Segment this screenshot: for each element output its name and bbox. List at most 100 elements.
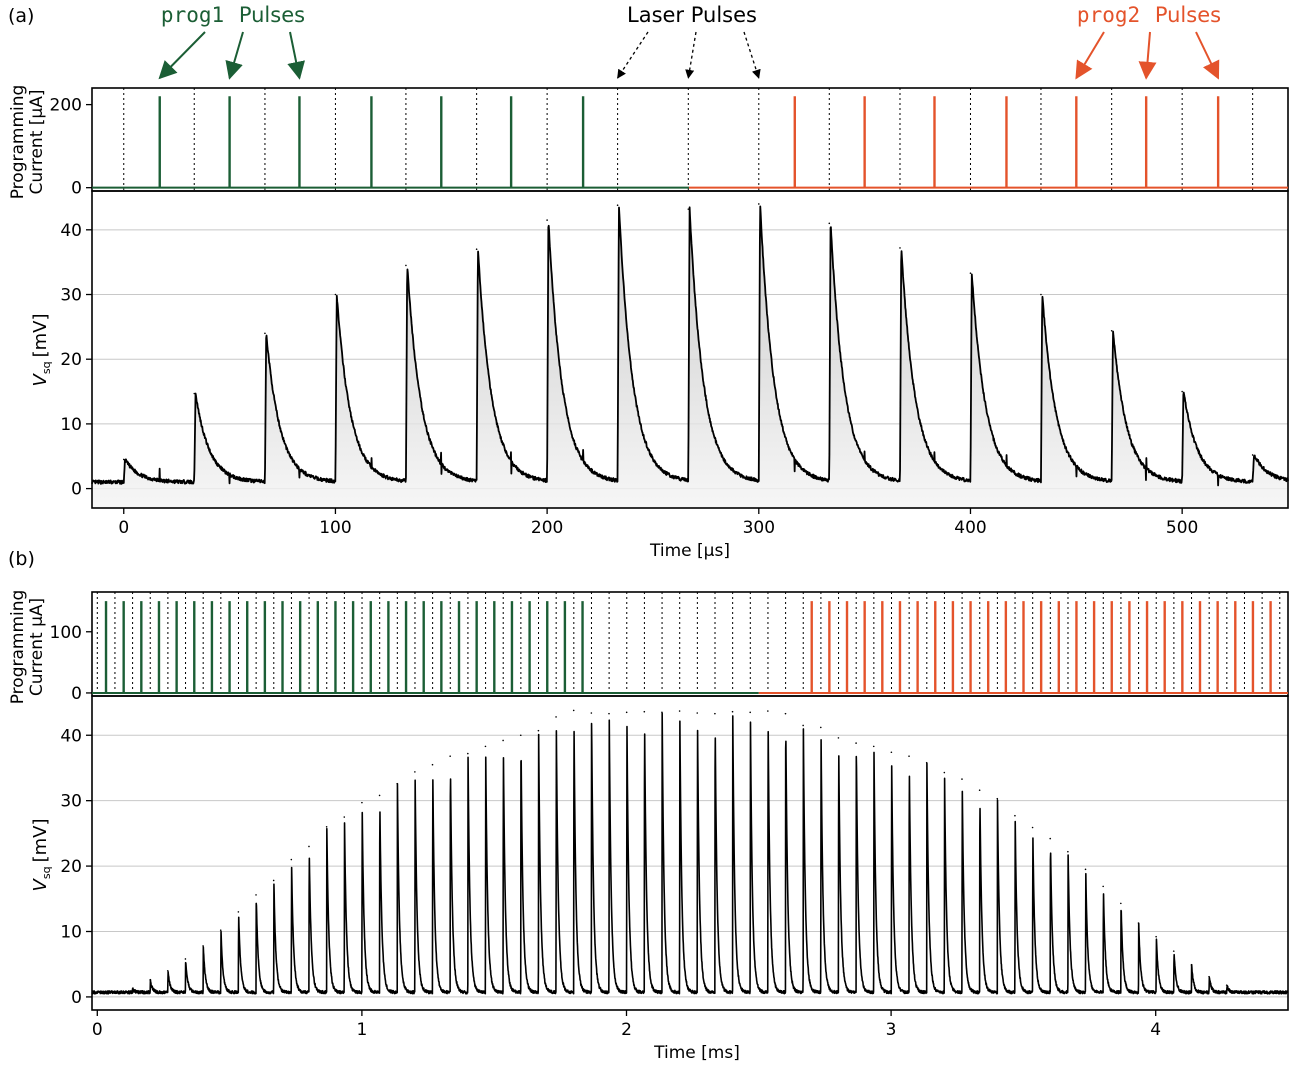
prog1-arrow bbox=[290, 32, 299, 78]
voltage-peak bbox=[617, 204, 619, 206]
prog1-pulses-label: prog1 Pulses bbox=[161, 3, 305, 27]
voltage-peak bbox=[1226, 984, 1228, 986]
voltage-ytick-label: 40 bbox=[60, 221, 82, 241]
voltage-peak bbox=[661, 712, 663, 714]
voltage-peak bbox=[1111, 330, 1113, 332]
voltage-peak bbox=[828, 223, 830, 225]
xtick-label: 1 bbox=[356, 1020, 367, 1040]
panel-b-xlabel: Time [ms] bbox=[653, 1043, 740, 1063]
voltage-peak bbox=[273, 880, 275, 882]
panel-b-current-ylabel-2: Current µA] bbox=[27, 598, 47, 696]
voltage-peak bbox=[908, 755, 910, 757]
voltage-peak bbox=[1032, 827, 1034, 829]
voltage-peak bbox=[167, 970, 169, 972]
voltage-peak bbox=[396, 783, 398, 785]
voltage-peak bbox=[264, 333, 266, 335]
panel-a-current-ylabel-2: Current [µA] bbox=[27, 90, 47, 195]
voltage-peak bbox=[891, 751, 893, 753]
laser-arrow bbox=[618, 32, 648, 78]
xtick-label: 500 bbox=[1166, 518, 1198, 538]
prog1-arrow bbox=[160, 32, 205, 78]
current-ytick-label: 200 bbox=[50, 96, 82, 116]
prog1-code: prog1 bbox=[161, 3, 224, 27]
voltage-peak bbox=[1252, 454, 1254, 456]
prog1-arrow bbox=[230, 32, 243, 78]
voltage-ytick-label: 20 bbox=[60, 857, 82, 877]
voltage-peak bbox=[1155, 936, 1157, 938]
voltage-peak bbox=[873, 746, 875, 748]
voltage-peak bbox=[626, 712, 628, 714]
panel-a: (a) prog1 Pulses Laser Pulses prog2 Puls… bbox=[8, 3, 1288, 561]
voltage-peak bbox=[926, 762, 928, 764]
xtick-label: 300 bbox=[743, 518, 775, 538]
voltage-peak bbox=[1191, 964, 1193, 966]
voltage-peak bbox=[149, 979, 151, 981]
panel-a-current-frame bbox=[92, 88, 1288, 191]
voltage-peak bbox=[899, 247, 901, 249]
xtick-label: 2 bbox=[621, 1020, 632, 1040]
voltage-peak bbox=[820, 727, 822, 729]
panel-a-xlabel: Time [µs] bbox=[649, 541, 730, 561]
xtick-label: 0 bbox=[92, 1020, 103, 1040]
voltage-peak bbox=[185, 958, 187, 960]
voltage-peak bbox=[502, 740, 504, 742]
panel-b-current-ylabel-1: Programming bbox=[8, 590, 28, 705]
voltage-peak bbox=[1138, 922, 1140, 924]
voltage-peak bbox=[1208, 976, 1210, 978]
voltage-ytick-label: 10 bbox=[60, 923, 82, 943]
voltage-peak bbox=[414, 771, 416, 773]
panel-b-voltage-ylabel: Vsq [mV] bbox=[30, 819, 53, 892]
voltage-peak bbox=[679, 710, 681, 712]
voltage-peak bbox=[855, 742, 857, 744]
xtick-label: 100 bbox=[319, 518, 351, 538]
ylabel-subscript: sq bbox=[40, 361, 53, 374]
voltage-peak bbox=[326, 826, 328, 828]
voltage-peak bbox=[308, 846, 310, 848]
voltage-ytick-label: 20 bbox=[60, 350, 82, 370]
voltage-peak bbox=[546, 219, 548, 221]
voltage-peak bbox=[291, 859, 293, 861]
voltage-peak bbox=[343, 816, 345, 818]
voltage-peak bbox=[1067, 851, 1069, 853]
panel-a-current-plot: 0 200 Programming Current [µA] bbox=[8, 85, 1288, 200]
voltage-peak bbox=[193, 393, 195, 395]
voltage-peak bbox=[785, 713, 787, 715]
xtick-label: 4 bbox=[1150, 1020, 1161, 1040]
voltage-peak bbox=[202, 945, 204, 947]
voltage-peak bbox=[714, 713, 716, 715]
voltage-ytick-label: 0 bbox=[71, 988, 82, 1008]
current-ytick-label: 100 bbox=[50, 623, 82, 643]
prog2-arrow bbox=[1076, 32, 1104, 78]
voltage-peak bbox=[979, 789, 981, 791]
voltage-peak bbox=[644, 711, 646, 713]
voltage-ytick-label: 30 bbox=[60, 286, 82, 306]
voltage-peak bbox=[555, 716, 557, 718]
ylabel-unit: [mV] bbox=[30, 314, 51, 358]
voltage-peak bbox=[432, 764, 434, 766]
voltage-peak bbox=[467, 753, 469, 755]
current-ytick-label: 0 bbox=[71, 684, 82, 704]
voltage-peak bbox=[1049, 838, 1051, 840]
panel-b-label: (b) bbox=[8, 548, 35, 570]
voltage-peak bbox=[802, 725, 804, 727]
voltage-peak bbox=[758, 203, 760, 205]
prog2-pulses-word: Pulses bbox=[1155, 3, 1221, 27]
voltage-peak bbox=[379, 795, 381, 797]
voltage-peak bbox=[220, 929, 222, 931]
voltage-peak bbox=[1014, 815, 1016, 817]
panel-b-voltage-frame bbox=[92, 696, 1288, 1010]
voltage-peak bbox=[485, 746, 487, 748]
prog2-code: prog2 bbox=[1077, 3, 1140, 27]
voltage-peak bbox=[1173, 950, 1175, 952]
voltage-peak bbox=[1040, 294, 1042, 296]
voltage-peak bbox=[732, 711, 734, 713]
voltage-peak bbox=[591, 712, 593, 714]
laser-arrow bbox=[688, 32, 696, 78]
voltage-trace bbox=[92, 713, 1288, 994]
current-ytick-label: 0 bbox=[71, 179, 82, 199]
voltage-peak bbox=[608, 713, 610, 715]
voltage-peak bbox=[476, 248, 478, 250]
voltage-peak bbox=[1102, 886, 1104, 888]
